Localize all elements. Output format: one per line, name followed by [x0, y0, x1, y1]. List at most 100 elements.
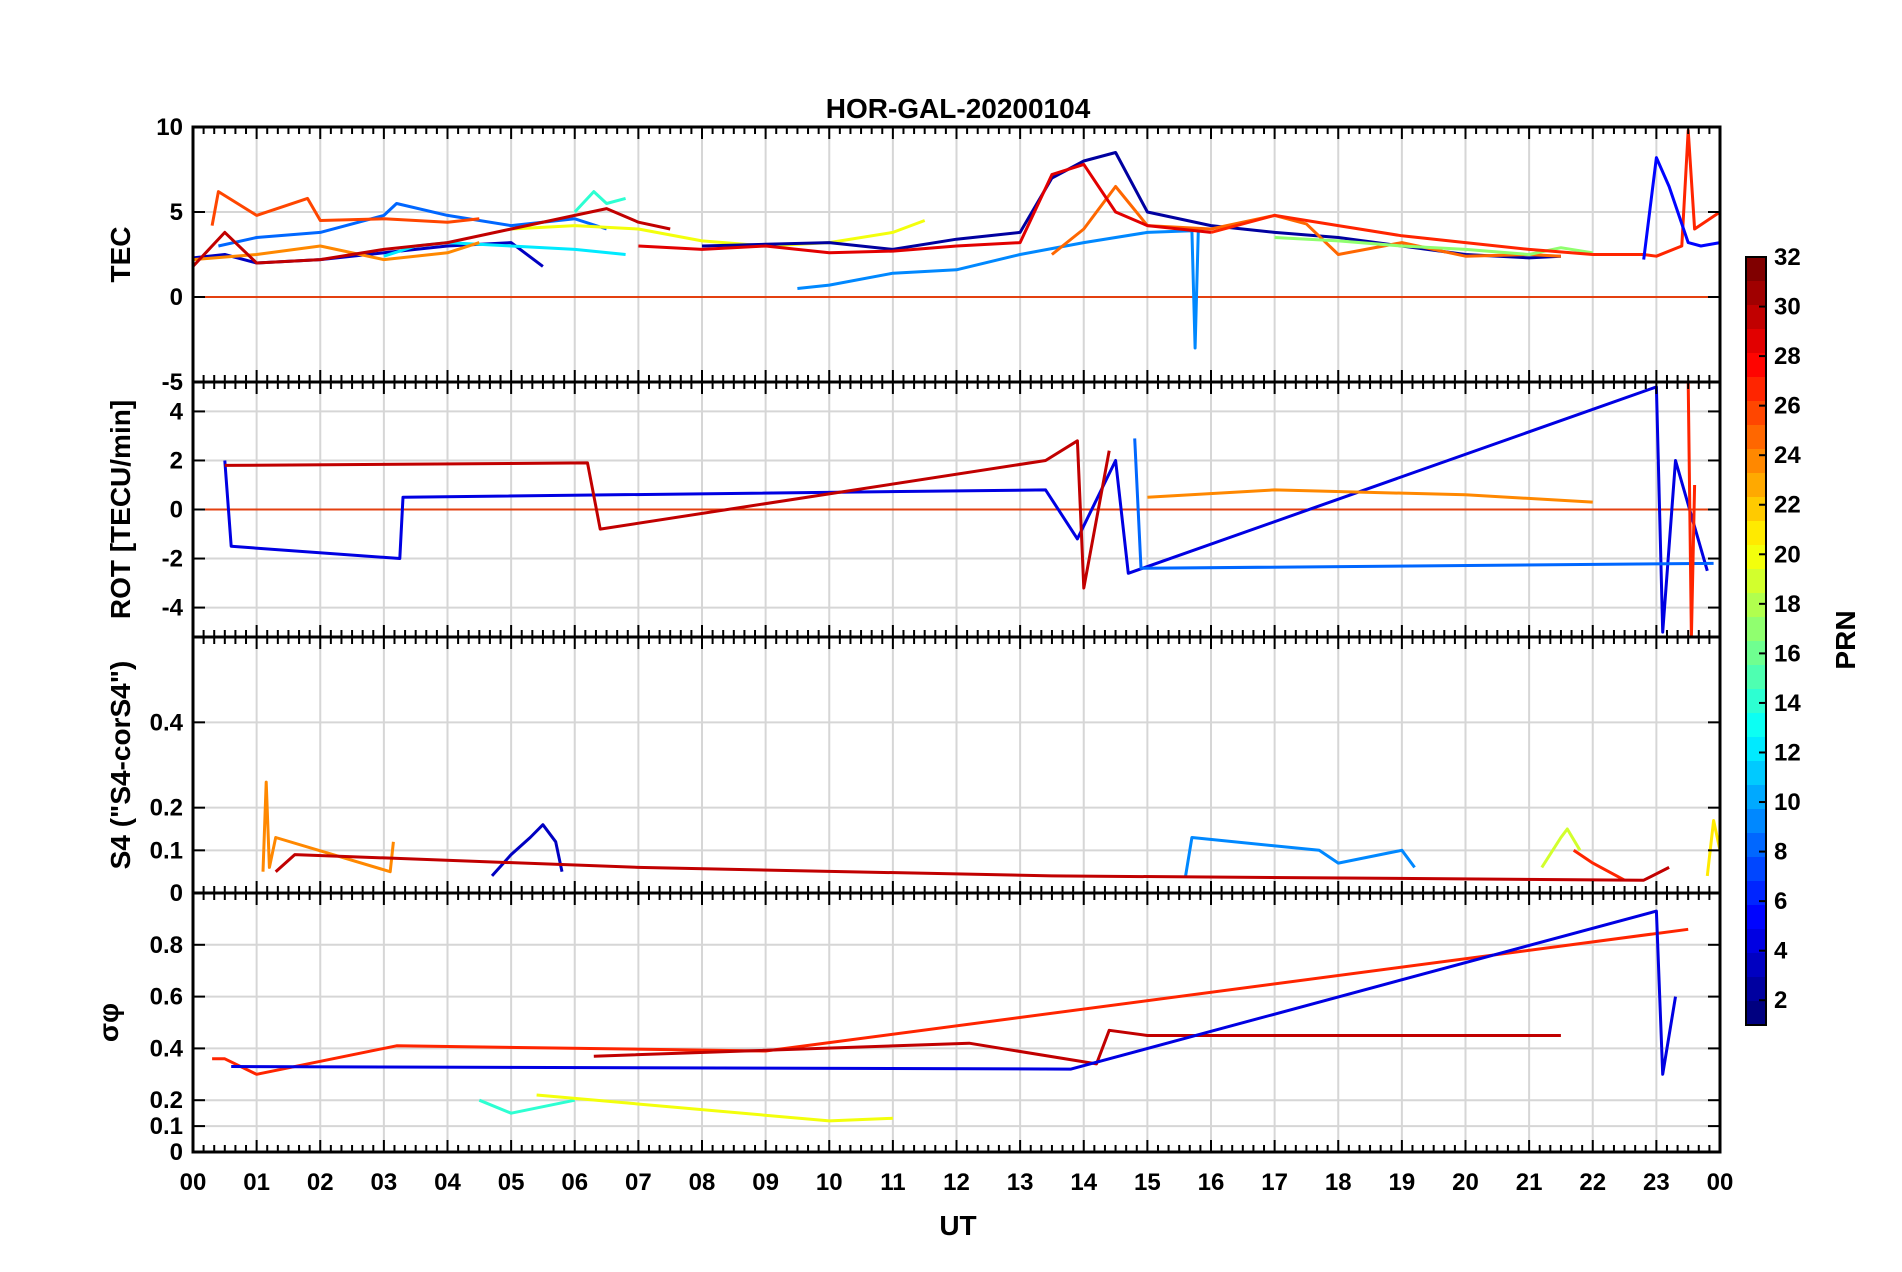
- series-prn-2: [701, 151, 1561, 260]
- panel-rot: -4 -2 0 2 4 ROT [TECU/min]: [105, 380, 1722, 639]
- colorbar-swatch: [1746, 521, 1766, 546]
- y-tick-label: 2: [170, 447, 183, 474]
- figure-title: HOR-GAL-20200104: [826, 93, 1091, 124]
- y-tick-label: 0.1: [150, 837, 183, 864]
- colorbar-tick-label: 22: [1774, 492, 1801, 519]
- colorbar-tick-label: 20: [1774, 541, 1801, 568]
- colorbar-tick-label: 14: [1774, 690, 1801, 717]
- x-tick-label: 16: [1198, 1169, 1225, 1196]
- y-tick-label: 0.4: [150, 1035, 184, 1062]
- x-tick-label: 22: [1579, 1169, 1606, 1196]
- x-tick-label: 21: [1516, 1169, 1543, 1196]
- y-tick-label: 0.2: [150, 795, 183, 822]
- x-axis-label: UT: [939, 1210, 976, 1241]
- series-prn-8: [1133, 438, 1714, 570]
- series-prn-27: [212, 927, 1689, 1076]
- y-tick-label: 5: [170, 199, 183, 226]
- colorbar-swatch: [1746, 785, 1766, 810]
- colorbar-tick-label: 2: [1774, 987, 1787, 1014]
- colorbar-swatch: [1746, 761, 1766, 786]
- x-tick-label: 09: [752, 1169, 779, 1196]
- colorbar-swatch: [1746, 569, 1766, 594]
- series-prn-9: [797, 229, 1200, 350]
- series-prn-26: [210, 190, 480, 226]
- colorbar-swatch: [1746, 545, 1766, 570]
- colorbar-swatch: [1746, 689, 1766, 714]
- colorbar-swatch: [1746, 449, 1766, 474]
- colorbar-swatch: [1746, 665, 1766, 690]
- colorbar-swatch: [1746, 377, 1766, 402]
- colorbar-tick-label: 8: [1774, 839, 1787, 866]
- x-tick-label: 00: [180, 1169, 207, 1196]
- x-tick-label: 17: [1261, 1169, 1288, 1196]
- x-tick-label: 15: [1134, 1169, 1161, 1196]
- colorbar-swatch: [1746, 497, 1766, 522]
- panel-sigma-phi: 00.10.2 0.4 0.6 0.8 σφ: [93, 891, 1722, 1166]
- colorbar-tick-label: 30: [1774, 294, 1801, 321]
- colorbar-swatch: [1746, 1001, 1766, 1026]
- y-tick-label: 0: [170, 880, 183, 907]
- series-prn-25: [1050, 185, 1561, 258]
- series-prn-24: [1147, 488, 1593, 504]
- series-prn-30: [593, 1028, 1561, 1066]
- x-tick-label: 19: [1389, 1169, 1416, 1196]
- colorbar-tick-label: 24: [1774, 442, 1801, 469]
- series-prn-27: [1572, 849, 1626, 882]
- series-prn-4: [231, 909, 1677, 1076]
- colorbar-swatch: [1746, 281, 1766, 306]
- colorbar-tick-label: 16: [1774, 640, 1801, 667]
- x-tick-label: 01: [243, 1169, 270, 1196]
- panel-s4: 0 0.1 0.2 0.4 S4 ("S4-corS4"): [105, 635, 1722, 907]
- x-tick-label: 02: [307, 1169, 334, 1196]
- series-prn-30: [224, 439, 1111, 590]
- x-tick-label: 06: [561, 1169, 588, 1196]
- y-tick-label: 0.8: [150, 932, 183, 959]
- y-axis-label-s4: S4 ("S4-corS4"): [105, 661, 136, 870]
- y-axis-label-tec: TEC: [105, 227, 136, 283]
- y-axis-label-sigma-phi: σφ: [93, 1003, 124, 1042]
- series-prn-9: [1184, 836, 1416, 877]
- y-tick-label: 4: [170, 398, 184, 425]
- panel-tec: -5 0 5 10 TEC: [105, 114, 1722, 396]
- colorbar-tick-label: 28: [1774, 343, 1801, 370]
- series-prn-24: [261, 780, 395, 874]
- colorbar-swatch: [1746, 929, 1766, 954]
- colorbar-swatch: [1746, 833, 1766, 858]
- series-prn-5: [1642, 156, 1721, 260]
- series-prn-20: [536, 1093, 893, 1123]
- series-prn-3: [490, 823, 564, 877]
- colorbar-swatch: [1746, 305, 1766, 330]
- x-axis: 00 01 02 03 04 05 06 07 08 09 10 11 12 13 14 15 16 17 18 19…: [180, 1169, 1734, 1196]
- series-prn-19: [1540, 827, 1582, 869]
- x-tick-label: 20: [1452, 1169, 1479, 1196]
- colorbar-tick-label: 18: [1774, 591, 1801, 618]
- x-tick-label: 14: [1070, 1169, 1097, 1196]
- series-prn-21: [1705, 819, 1722, 877]
- colorbar-swatch: [1746, 857, 1766, 882]
- series-prn-14: [478, 1098, 576, 1115]
- colorbar-tick-label: 10: [1774, 789, 1801, 816]
- y-axis-label-rot: ROT [TECU/min]: [105, 400, 136, 619]
- colorbar-swatch: [1746, 713, 1766, 738]
- y-tick-label: 10: [156, 114, 183, 141]
- colorbar-tick-label: 12: [1774, 739, 1801, 766]
- colorbar-label: PRN: [1830, 610, 1861, 669]
- x-tick-label: 13: [1007, 1169, 1034, 1196]
- x-tick-label: 03: [371, 1169, 398, 1196]
- colorbar-swatch: [1746, 881, 1766, 906]
- x-tick-label: 07: [625, 1169, 652, 1196]
- series-prn-20: [511, 219, 926, 248]
- colorbar-swatch: [1746, 473, 1766, 498]
- x-tick-label: 00: [1707, 1169, 1734, 1196]
- colorbar-tick-label: 6: [1774, 888, 1787, 915]
- y-tick-label: 0: [170, 284, 183, 311]
- colorbar-swatch: [1746, 401, 1766, 426]
- colorbar-swatch: [1746, 809, 1766, 834]
- y-tick-label: -4: [162, 595, 184, 622]
- x-tick-label: 11: [880, 1169, 905, 1196]
- colorbar-tick-label: 4: [1774, 938, 1788, 965]
- x-tick-label: 05: [498, 1169, 525, 1196]
